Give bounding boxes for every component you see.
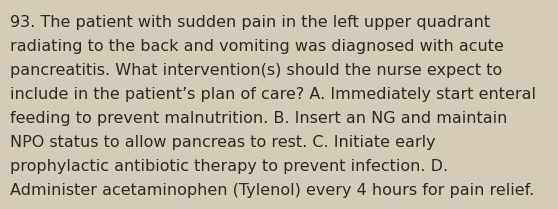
Text: include in the patient’s plan of care? A. Immediately start enteral: include in the patient’s plan of care? A… <box>10 87 536 102</box>
Text: radiating to the back and vomiting was diagnosed with acute: radiating to the back and vomiting was d… <box>10 39 504 54</box>
Text: prophylactic antibiotic therapy to prevent infection. D.: prophylactic antibiotic therapy to preve… <box>10 159 448 174</box>
Text: Administer acetaminophen (Tylenol) every 4 hours for pain relief.: Administer acetaminophen (Tylenol) every… <box>10 183 535 198</box>
Text: feeding to prevent malnutrition. B. Insert an NG and maintain: feeding to prevent malnutrition. B. Inse… <box>10 111 507 126</box>
Text: NPO status to allow pancreas to rest. C. Initiate early: NPO status to allow pancreas to rest. C.… <box>10 135 436 150</box>
Text: pancreatitis. What intervention(s) should the nurse expect to: pancreatitis. What intervention(s) shoul… <box>10 63 502 78</box>
Text: 93. The patient with sudden pain in the left upper quadrant: 93. The patient with sudden pain in the … <box>10 15 490 30</box>
